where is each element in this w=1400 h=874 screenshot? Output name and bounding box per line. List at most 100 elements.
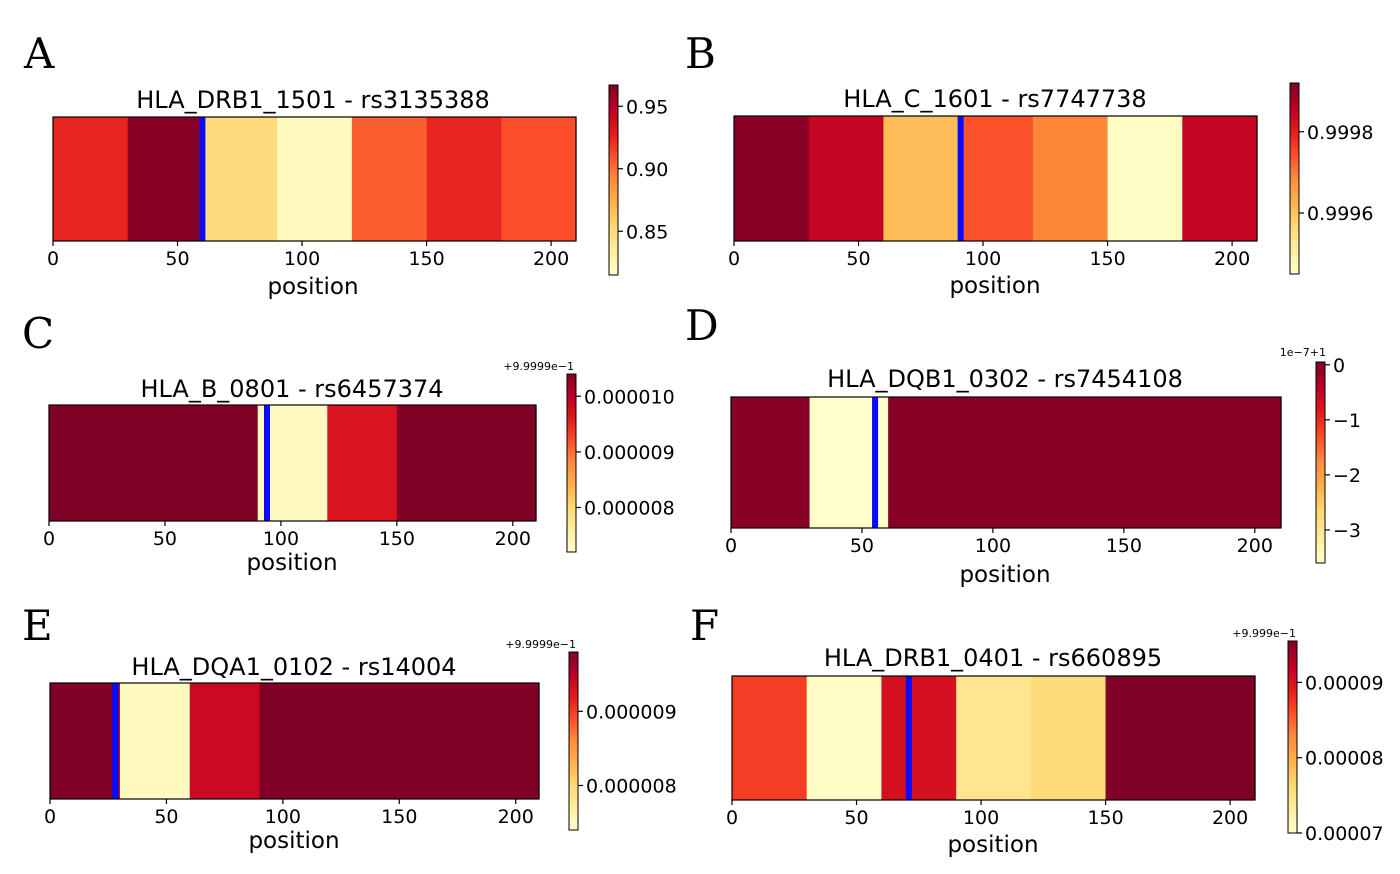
chart-title: HLA_DRB1_0401 - rs660895 <box>824 644 1162 672</box>
colorbar-tick-label: 0.9996 <box>1307 203 1373 225</box>
colorbar-tick-label: 0.90 <box>626 159 668 181</box>
x-tick-label: 50 <box>850 535 874 557</box>
panel-a: A HLA_DRB1_1501 - rs3135388 0 50 100 150 200 po… <box>23 29 668 300</box>
x-tick-label: 200 <box>1237 535 1273 557</box>
axes-frame <box>733 115 1258 242</box>
heatmap-cell-1 <box>119 683 191 799</box>
x-tick-label: 50 <box>154 806 178 828</box>
x-axis-label: position <box>947 832 1038 858</box>
heatmap-cell-3 <box>958 116 1034 241</box>
colorbar <box>608 84 619 276</box>
x-tick-label: 100 <box>963 807 999 829</box>
colorbar-tick-label: −3 <box>1333 520 1361 542</box>
panel-f: F HLA_DRB1_0401 - rs660895 0 50 100 150 200 pos… <box>690 601 1384 858</box>
x-tick-label: 50 <box>846 248 870 270</box>
colorbar-tick-label: 0.00008 <box>1305 748 1384 770</box>
heatmap-cell-1 <box>808 116 885 241</box>
x-tick-label: 100 <box>975 535 1011 557</box>
chart-title: HLA_DQB1_0302 - rs7454108 <box>827 365 1183 393</box>
x-tick-label: 50 <box>844 807 868 829</box>
panel-c: C HLA_B_0801 - rs6457374 0 50 100 150 200 posit… <box>22 309 675 576</box>
x-tick-label: 200 <box>1212 807 1248 829</box>
heatmap-cell-2 <box>883 116 959 241</box>
colorbar-tick-label: 0.000009 <box>584 442 675 464</box>
heatmap-cell-0 <box>734 116 810 241</box>
x-tick-label: 200 <box>533 248 569 270</box>
x-tick-label: 100 <box>263 528 299 550</box>
colorbar <box>1289 82 1300 275</box>
panel-label: E <box>22 601 53 650</box>
x-axis-label: position <box>248 828 339 854</box>
heatmap-cell-1 <box>806 676 883 800</box>
heatmap-cell-0 <box>731 397 811 528</box>
colorbar-tick-label: 0 <box>1333 355 1345 377</box>
heatmap-cell-5 <box>1107 116 1183 241</box>
chart-title: HLA_DRB1_1501 - rs3135388 <box>136 86 490 114</box>
x-tick-label: 0 <box>43 528 55 550</box>
x-tick-label: 0 <box>726 807 738 829</box>
snp-marker <box>112 683 119 799</box>
axes-frame <box>49 682 540 800</box>
panel-b: B HLA_C_1601 - rs7747738 0 50 100 150 200 posit… <box>685 29 1373 299</box>
snp-marker <box>199 117 206 241</box>
x-tick-label: 100 <box>965 248 1001 270</box>
panel-label: A <box>23 29 55 78</box>
heatmap-cell-5 <box>426 117 502 241</box>
colorbar-tick-label: 0.00009 <box>1305 672 1384 694</box>
x-tick-label: 50 <box>165 248 189 270</box>
x-tick-label: 0 <box>44 806 56 828</box>
x-tick-label: 0 <box>728 248 740 270</box>
heatmap-cell-0 <box>732 676 808 800</box>
heatmap-cell-4 <box>1030 676 1107 800</box>
heatmap-cell-6 <box>501 117 577 241</box>
x-tick-label: 50 <box>153 528 177 550</box>
snp-marker <box>905 676 912 800</box>
panel-label: F <box>690 601 719 650</box>
heatmap-cell-0 <box>53 117 129 241</box>
snp-marker <box>872 397 879 528</box>
panel-label: B <box>685 29 716 78</box>
x-axis-label: position <box>267 274 358 300</box>
colorbar-tick-label: 0.85 <box>626 221 668 243</box>
colorbar <box>1287 640 1298 834</box>
panel-e: E HLA_DQA1_0102 - rs14004 0 50 100 150 200 posi… <box>22 601 677 854</box>
axes-frame <box>730 396 1282 529</box>
snp-marker <box>263 405 270 521</box>
x-tick-label: 150 <box>408 248 444 270</box>
colorbar <box>566 373 577 553</box>
axes-frame <box>52 116 577 242</box>
x-tick-label: 0 <box>725 535 737 557</box>
chart-title: HLA_B_0801 - rs6457374 <box>140 375 443 403</box>
colorbar-offset-text: +9.999e−1 <box>1232 627 1296 640</box>
panel-d: D HLA_DQB1_0302 - rs7454108 0 50 100 150 200 po… <box>685 301 1361 588</box>
x-tick-label: 150 <box>1087 807 1123 829</box>
colorbar-tick-label: 0.000008 <box>584 498 675 520</box>
colorbar-tick-label: 0.000009 <box>586 701 677 723</box>
heatmap-cell-0 <box>49 405 259 521</box>
panel-label: C <box>22 309 54 358</box>
axes-frame <box>48 404 537 522</box>
colorbar-tick-label: 0.00007 <box>1305 823 1384 845</box>
heatmap-cell-2 <box>881 676 957 800</box>
colorbar <box>568 651 579 831</box>
colorbar-tick-label: 0.000008 <box>586 776 677 798</box>
colorbar-offset-text: 1e−7+1 <box>1280 346 1326 359</box>
heatmap-cell-3 <box>259 683 540 799</box>
x-tick-label: 100 <box>265 806 301 828</box>
colorbar-tick-label: 0.95 <box>626 96 668 118</box>
x-tick-label: 200 <box>495 528 531 550</box>
snp-marker <box>957 116 964 241</box>
heatmap-cell-2 <box>327 405 398 521</box>
x-axis-label: position <box>949 273 1040 299</box>
heatmap-cell-1 <box>127 117 204 241</box>
chart-title: HLA_DQA1_0102 - rs14004 <box>131 653 456 681</box>
heatmap-cell-4 <box>351 117 428 241</box>
x-tick-label: 150 <box>381 806 417 828</box>
colorbar <box>1315 361 1326 564</box>
x-tick-label: 150 <box>1106 535 1142 557</box>
colorbar-offset-text: +9.9999e−1 <box>505 638 576 651</box>
x-tick-label: 0 <box>47 248 59 270</box>
colorbar-tick-label: 0.9998 <box>1307 122 1373 144</box>
heatmap-cell-3 <box>277 117 353 241</box>
